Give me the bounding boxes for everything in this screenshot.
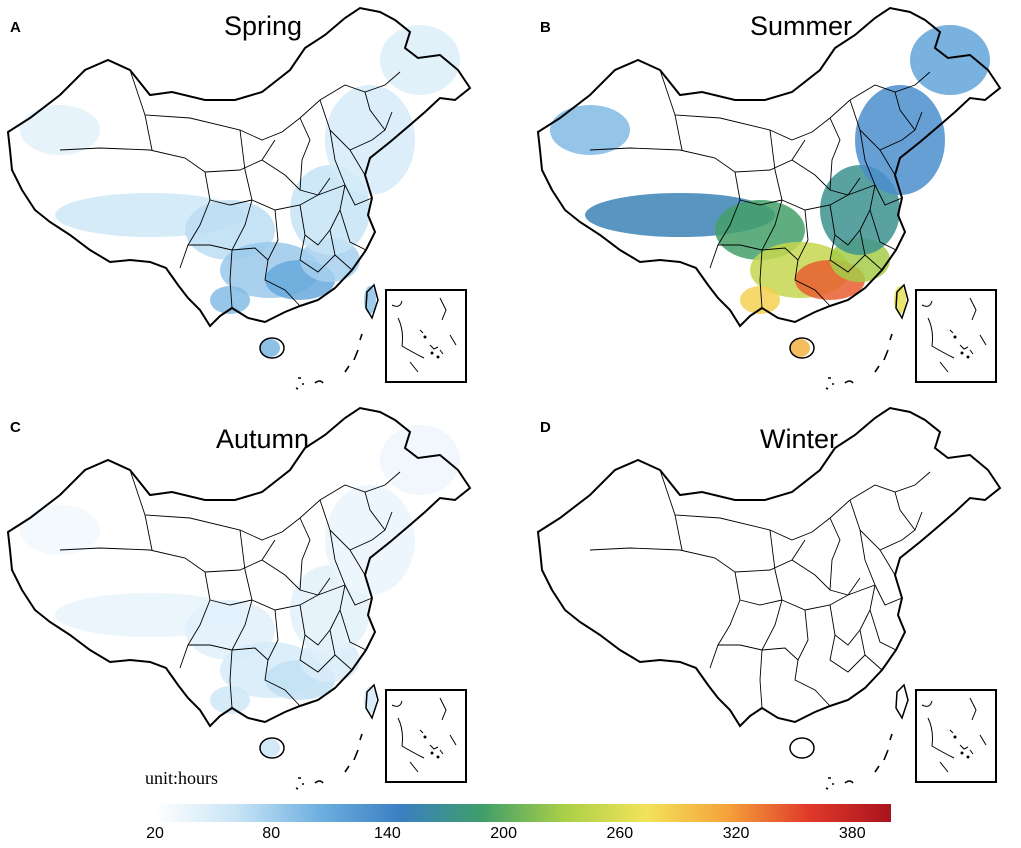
colorbar-tick: 320	[722, 825, 750, 842]
panel-letter: B	[540, 19, 551, 36]
colorbar-tick: 260	[606, 825, 634, 842]
province-boundaries	[59, 69, 401, 309]
heat-cell	[210, 686, 250, 714]
colorbar-tick: 20	[146, 825, 164, 842]
south-sea-inset	[915, 289, 997, 383]
map-panel-summer: B Summer	[530, 0, 1010, 395]
season-title: Autumn	[216, 424, 309, 454]
south-sea-islands	[295, 333, 363, 390]
heat-cell	[210, 286, 250, 314]
heat-cell	[260, 339, 280, 357]
south-sea-islands	[825, 733, 893, 790]
heat-cell	[380, 25, 460, 95]
heat-cell	[855, 85, 945, 195]
heat-layer	[20, 25, 460, 357]
hainan-island	[259, 337, 285, 359]
province-boundaries	[59, 469, 401, 709]
taiwan-island	[365, 683, 379, 720]
china-map-winter: D Winter	[536, 406, 1002, 790]
heat-cell	[380, 425, 460, 495]
hainan-island	[789, 337, 815, 359]
south-sea-inset	[385, 289, 467, 383]
china-boundary	[6, 6, 472, 328]
province-boundaries	[589, 69, 931, 309]
season-title: Summer	[750, 11, 852, 41]
colorbar-tick: 80	[262, 825, 281, 842]
taiwan-island	[895, 683, 909, 720]
map-panel-winter: D Winter	[530, 400, 1010, 795]
heat-cell	[790, 339, 810, 357]
map-panel-spring: A Spring	[0, 0, 480, 395]
colorbar-tick: 200	[490, 825, 517, 842]
panel-letter: A	[10, 19, 21, 36]
hainan-island	[259, 737, 285, 759]
china-map-spring: A Spring	[6, 6, 472, 390]
heat-cell	[20, 105, 100, 155]
heat-cell	[550, 105, 630, 155]
map-panel-autumn: C Autumn	[0, 400, 480, 795]
taiwan-island	[365, 283, 379, 320]
south-sea-islands	[295, 733, 363, 790]
south-sea-inset	[915, 689, 997, 783]
heat-cell	[260, 739, 280, 757]
heat-cell	[325, 485, 415, 595]
colorbar-tick: 380	[838, 825, 866, 842]
season-title: Winter	[760, 424, 838, 454]
south-sea-inset	[385, 689, 467, 783]
china-map-summer: B Summer	[536, 6, 1002, 390]
colorbar-tick: 140	[374, 825, 401, 842]
panel-letter: C	[10, 419, 21, 436]
china-boundary	[536, 6, 1002, 328]
china-boundary	[536, 406, 1002, 728]
heat-cell	[910, 25, 990, 95]
province-boundaries	[589, 469, 931, 709]
taiwan-island	[895, 283, 909, 320]
south-sea-islands	[825, 333, 893, 390]
season-title: Spring	[224, 11, 302, 41]
china-map-autumn: C Autumn	[6, 406, 472, 790]
colorbar-tick-labels: 20 80 140 200 260 320 380	[146, 825, 891, 847]
china-boundary	[6, 406, 472, 728]
panel-letter: D	[540, 419, 551, 436]
colorbar	[155, 804, 891, 822]
hainan-island	[789, 737, 815, 759]
heat-cell	[740, 286, 780, 314]
heat-cell	[325, 85, 415, 195]
unit-label: unit:hours	[145, 768, 219, 788]
heat-cell	[20, 505, 100, 555]
